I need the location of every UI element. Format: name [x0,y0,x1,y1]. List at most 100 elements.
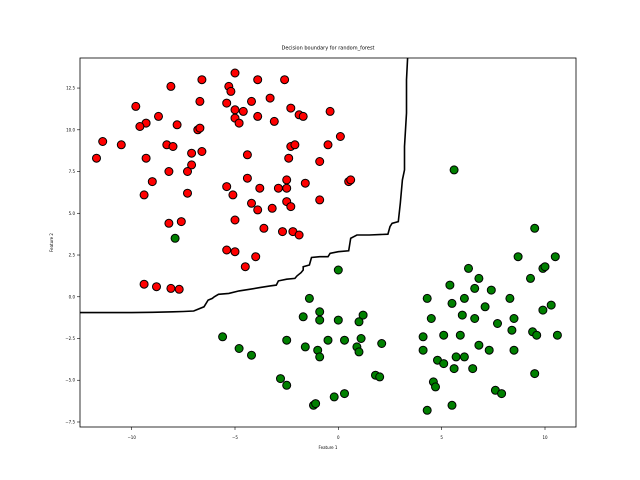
y-tick-label: 12.5 [66,86,75,91]
data-point-series0-22 [135,122,145,131]
data-point-series0-64 [315,195,325,205]
data-point-series0-32 [168,142,178,151]
data-point-series0-3 [280,75,290,85]
data-point-series0-1 [230,68,240,78]
data-point-series0-8 [222,98,232,108]
data-point-series0-30 [116,140,126,150]
data-point-series1-23 [333,315,343,325]
y-tick-label: −2.5 [65,336,75,341]
data-point-series1-21 [298,312,308,322]
data-point-series1-66 [431,382,440,392]
data-point-series1-15 [459,293,469,303]
data-point-series0-33 [187,148,197,158]
data-point-series1-8 [474,273,484,283]
data-point-series1-31 [509,314,519,323]
data-point-series0-73 [230,247,240,257]
data-point-series1-19 [447,298,457,308]
data-point-series0-25 [195,123,205,133]
data-point-series0-49 [147,177,157,187]
x-tick-label: 5 [440,435,443,440]
data-point-series1-32 [538,305,548,315]
data-point-series0-72 [222,245,232,255]
y-tick-label: 7.5 [69,169,76,174]
data-point-series0-12 [286,103,296,113]
data-point-series0-28 [335,132,345,141]
scatter-points [92,68,562,415]
data-point-series0-66 [164,218,174,228]
data-point-series1-34 [282,335,292,345]
y-tick-label: 10.0 [66,127,75,132]
data-point-series1-4 [513,252,523,262]
data-point-series1-30 [493,319,502,328]
data-point-series1-11 [445,280,455,290]
plot-frame [79,57,577,428]
data-point-series0-78 [166,283,176,293]
y-tick-label: 2.5 [69,253,76,258]
y-axis-label: Feature 2 [49,233,54,252]
data-point-series1-3 [550,252,560,262]
data-point-series0-76 [139,279,149,289]
data-point-series1-24 [358,310,368,320]
data-point-series1-75 [340,389,349,399]
data-point-series1-58 [474,340,484,350]
data-point-series1-35 [300,342,310,352]
data-point-series1-36 [323,335,333,345]
data-point-series1-68 [468,364,478,374]
data-point-series0-46 [242,173,252,183]
data-point-series1-60 [509,345,519,355]
data-point-series0-77 [152,282,161,292]
data-point-series1-69 [530,369,540,379]
data-point-series0-7 [195,96,205,106]
data-point-series1-14 [422,293,432,303]
data-point-series0-40 [141,153,151,163]
data-point-series1-25 [354,317,364,327]
data-point-series1-9 [526,273,535,283]
data-point-series0-43 [183,167,192,176]
data-point-series1-48 [247,350,256,360]
data-point-series0-59 [247,198,256,208]
y-tick-label: −7.5 [65,419,75,424]
data-point-series1-52 [354,347,364,357]
data-point-series0-16 [238,106,248,116]
data-point-series1-43 [507,325,517,335]
data-point-series1-46 [552,330,562,340]
data-point-series0-11 [131,101,141,111]
data-point-series1-61 [276,374,285,384]
y-axis-ticks: −7.5 −5.0 −2.5 0.0 2.5 5.0 7.5 10.0 12.5 [65,86,80,424]
x-tick-label: −10 [127,435,136,440]
data-point-series0-4 [166,81,176,91]
data-point-series1-5 [464,263,473,273]
data-point-series0-61 [286,202,296,212]
data-point-series0-26 [234,118,244,128]
data-point-series0-15 [230,105,240,115]
data-point-series1-40 [418,332,428,342]
data-point-series0-79 [174,284,184,294]
data-point-series1-73 [311,399,321,409]
plot-area [80,57,562,415]
data-point-series0-42 [164,167,174,176]
data-point-series0-50 [222,182,232,192]
data-point-series0-0 [197,75,207,85]
data-point-series0-23 [172,120,182,130]
data-point-series1-67 [449,364,459,374]
x-tick-label: 0 [337,435,340,440]
data-point-series0-48 [300,178,310,188]
data-point-series0-74 [251,252,261,262]
data-point-series1-2 [170,233,180,243]
data-point-series0-65 [230,215,240,225]
data-point-series1-64 [375,372,385,382]
data-point-series1-39 [377,339,387,348]
data-point-series1-41 [439,330,449,340]
data-point-series0-47 [282,175,292,185]
data-point-series1-13 [486,285,496,295]
data-point-series1-42 [455,330,465,340]
data-point-series1-47 [234,344,244,353]
data-point-series1-7 [540,262,550,272]
x-tick-label: −5 [232,435,238,440]
data-point-series1-77 [447,400,457,410]
data-point-series1-29 [480,302,490,312]
data-point-series0-63 [267,203,277,213]
data-point-series1-53 [418,345,428,355]
data-point-series0-71 [294,230,304,240]
data-point-series0-62 [253,205,263,215]
